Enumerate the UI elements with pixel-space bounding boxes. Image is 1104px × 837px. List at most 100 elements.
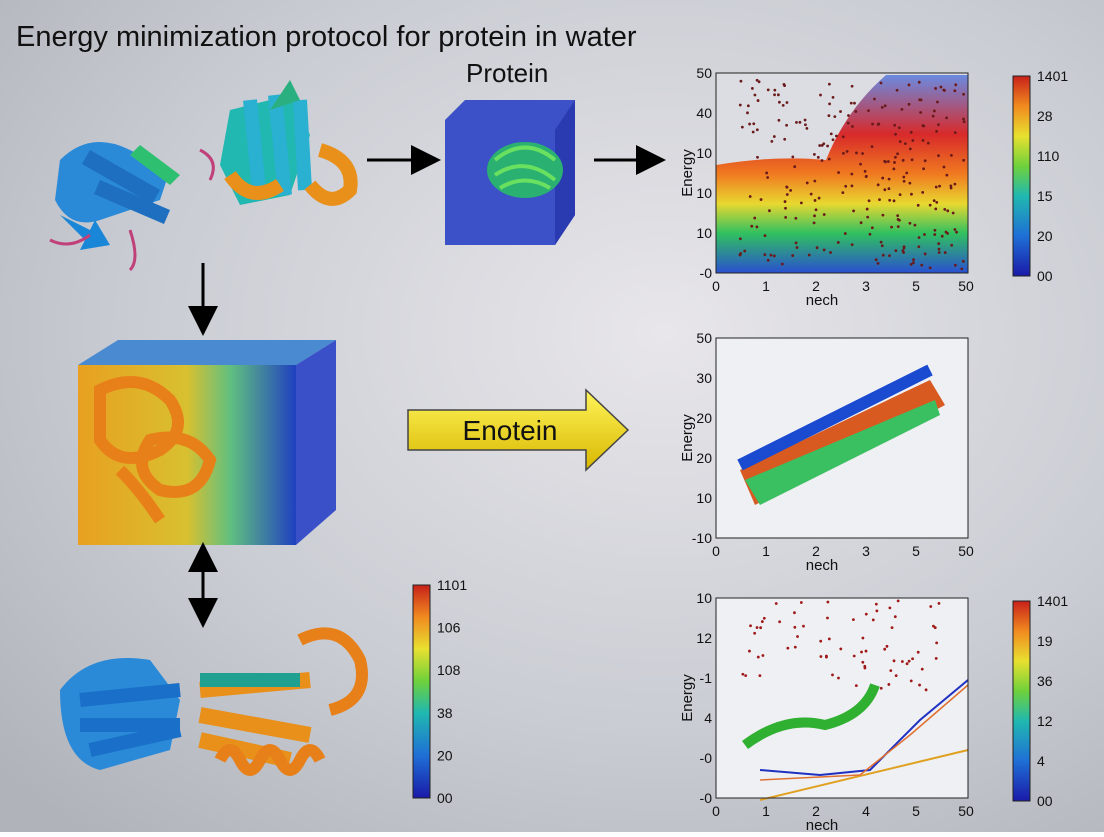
dot: [818, 144, 822, 147]
dot: [743, 249, 747, 253]
dot: [855, 151, 858, 155]
dot: [950, 243, 954, 247]
dot: [881, 213, 885, 217]
dot: [890, 225, 893, 229]
arrow-label: Enotein: [463, 415, 558, 446]
dot: [898, 193, 902, 197]
dot: [817, 196, 821, 200]
dot: [766, 88, 770, 92]
dot: [794, 216, 798, 220]
y-tick-label: 10: [696, 225, 712, 241]
plot-frame: [715, 72, 969, 274]
dot: [888, 198, 892, 202]
dot: [900, 107, 904, 111]
dot: [937, 601, 941, 605]
dot: [910, 158, 914, 162]
colorbar: [412, 584, 431, 799]
dot: [822, 248, 826, 252]
dot: [931, 114, 935, 118]
dot: [768, 209, 771, 213]
dot: [861, 660, 865, 664]
y-tick-label: 50: [696, 330, 712, 346]
dot: [870, 226, 874, 230]
dot: [812, 221, 816, 225]
dot: [841, 135, 845, 139]
color-cube: [78, 340, 336, 545]
colorbar-label: 20: [1037, 228, 1053, 244]
y-tick-label: 10: [696, 490, 712, 506]
dot: [850, 243, 854, 247]
dot: [923, 159, 927, 163]
dot: [916, 650, 920, 654]
dot: [762, 616, 766, 620]
dot: [896, 214, 900, 218]
dot: [755, 128, 759, 132]
colorbar-label: 36: [1037, 673, 1053, 689]
dot: [738, 237, 742, 241]
x-tick-label: 0: [712, 543, 720, 559]
dot: [795, 120, 798, 124]
dot: [835, 134, 838, 138]
colorbar-label: 4: [1037, 753, 1045, 769]
x-tick-label: 2: [812, 278, 820, 294]
dot: [827, 637, 831, 641]
dot: [951, 211, 955, 215]
dot: [805, 126, 809, 130]
dot: [850, 184, 854, 188]
big-arrow: [407, 388, 630, 472]
dot: [893, 615, 897, 619]
dot: [920, 263, 924, 267]
y-tick-label: 10: [696, 145, 712, 161]
dot: [907, 659, 911, 663]
dot: [739, 252, 743, 255]
dot: [918, 683, 921, 687]
dot: [738, 103, 742, 107]
x-tick-label: 0: [712, 803, 720, 819]
dot: [913, 223, 917, 227]
dot: [883, 104, 887, 108]
dot: [929, 605, 933, 608]
dot: [874, 602, 878, 606]
dot: [841, 191, 845, 195]
dot: [888, 254, 891, 258]
dot: [905, 171, 909, 175]
dot: [859, 162, 862, 166]
dot: [813, 199, 817, 202]
dot: [793, 645, 797, 649]
dot: [815, 246, 819, 250]
dot: [774, 602, 778, 605]
dot: [953, 263, 957, 267]
y-tick-label: 20: [696, 450, 712, 466]
dot: [782, 83, 786, 86]
dot: [828, 102, 831, 106]
dot: [933, 626, 937, 630]
colorbar-label: 00: [1037, 793, 1053, 809]
dot: [783, 200, 787, 203]
dot: [921, 124, 925, 127]
dot: [780, 262, 784, 266]
dot: [907, 102, 911, 106]
dot: [836, 241, 840, 244]
dot: [909, 130, 913, 134]
colorbar-label: 1401: [1037, 593, 1068, 609]
dot: [760, 620, 764, 623]
dot: [928, 203, 932, 207]
x-tick-label: 3: [862, 543, 870, 559]
x-tick-label: 5: [912, 278, 920, 294]
dot: [880, 244, 884, 248]
dot: [847, 114, 850, 117]
dot: [783, 137, 787, 141]
dot: [881, 176, 885, 180]
dot: [940, 234, 944, 238]
colorbar-label: 00: [1037, 268, 1053, 284]
dot: [910, 192, 913, 196]
y-tick-label: 4: [704, 710, 712, 726]
dot: [928, 266, 932, 270]
dot: [894, 155, 897, 159]
dot: [953, 182, 957, 186]
dot: [826, 616, 829, 620]
y-tick-label: -10: [692, 530, 712, 546]
dot: [791, 155, 795, 159]
y-axis-label: Energy: [679, 149, 696, 197]
